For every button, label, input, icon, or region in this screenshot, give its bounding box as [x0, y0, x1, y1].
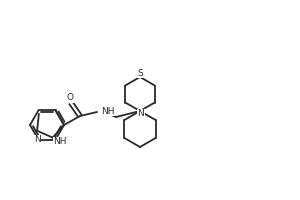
Text: N: N [138, 110, 144, 118]
Text: S: S [137, 68, 143, 77]
Text: O: O [67, 94, 73, 102]
Text: NH: NH [54, 137, 67, 146]
Text: N: N [34, 135, 41, 144]
Text: NH: NH [101, 106, 115, 116]
